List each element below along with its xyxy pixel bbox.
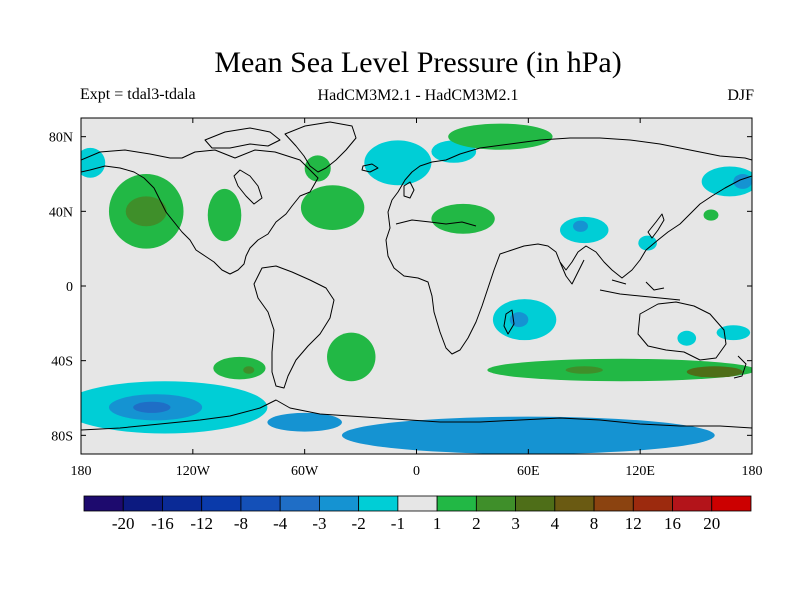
colorbar-label-10: 3 <box>511 514 520 533</box>
coastline-north-america <box>81 149 319 275</box>
colorbar-swatch-2 <box>162 495 203 512</box>
colorbar-label-5: -3 <box>312 514 326 533</box>
colorbar-swatch-12 <box>554 495 595 512</box>
colorbar-label-9: 2 <box>472 514 481 533</box>
x-tick-label-3: 0 <box>413 464 420 479</box>
y-tick-label-2: 0 <box>66 280 73 295</box>
x-tick-label-6: 180 <box>742 464 763 479</box>
coastline-japan <box>647 213 665 239</box>
colorbar-label-0: -20 <box>112 514 135 533</box>
coastline-eurasia-africa <box>385 137 752 355</box>
colorbar-label-12: 8 <box>590 514 599 533</box>
colorbar-swatch-14 <box>632 495 673 512</box>
colorbar-swatch-4 <box>240 495 281 512</box>
anomaly-region-8 <box>448 123 553 150</box>
x-tick-label-5: 120E <box>625 464 655 479</box>
colorbar-label-15: 20 <box>703 514 720 533</box>
anomaly-region-21 <box>487 358 752 382</box>
colorbar-swatch-16 <box>711 495 752 512</box>
colorbar-swatch-10 <box>475 495 516 512</box>
coastline-hudson-bay <box>233 169 263 205</box>
colorbar-swatch-13 <box>593 495 634 512</box>
anomaly-regions <box>81 123 752 454</box>
y-tick-label-4: 80S <box>51 429 73 444</box>
colorbar-swatch-11 <box>515 495 556 512</box>
colorbar-swatch-7 <box>358 495 399 512</box>
coastline-british-isles <box>403 181 415 199</box>
coastline-new-zealand <box>733 355 747 379</box>
coastline-iceland <box>361 163 379 173</box>
anomaly-region-29 <box>342 416 715 454</box>
anomaly-region-19 <box>213 356 266 380</box>
colorbar-label-6: -2 <box>352 514 366 533</box>
y-tick-label-0: 80N <box>49 131 73 146</box>
y-tick-label-3: 40S <box>51 355 73 370</box>
anomaly-region-20 <box>243 366 255 374</box>
colorbar-swatch-5 <box>279 495 320 512</box>
chart-title: Mean Sea Level Pressure (in hPa) <box>214 46 622 79</box>
anomaly-region-18 <box>327 332 376 382</box>
colorbar-label-7: -1 <box>391 514 405 533</box>
colorbar-swatch-8 <box>397 495 438 512</box>
coastline-australia <box>637 301 727 361</box>
anomaly-region-23 <box>686 366 743 378</box>
colorbar: -20 -16 -12 -8 -4 -3 -2 -1 1 2 3 4 8 12 16 20 <box>83 495 752 533</box>
anomaly-region-9 <box>431 203 495 234</box>
anomaly-region-15 <box>733 174 752 189</box>
colorbar-label-13: 12 <box>625 514 642 533</box>
colorbar-label-11: 4 <box>551 514 560 533</box>
season-label: DJF <box>727 87 754 104</box>
anomaly-region-12 <box>638 235 657 251</box>
axes: 180 120W 60W 0 60E 120E 180 80N 40N 0 40S 80S <box>49 118 763 479</box>
colorbar-swatch-6 <box>319 495 360 512</box>
anomaly-region-14 <box>701 166 752 197</box>
coastline-indonesia <box>599 279 681 301</box>
x-tick-label-1: 120W <box>176 464 211 479</box>
colorbar-label-3: -8 <box>234 514 248 533</box>
anomaly-region-4 <box>300 185 365 231</box>
experiment-label: Expt = tdal3-tdala <box>80 86 196 103</box>
colorbar-swatch-3 <box>201 495 242 512</box>
colorbar-swatch-15 <box>672 495 713 512</box>
model-label: HadCM3M2.1 - HadCM3M2.1 <box>317 87 519 104</box>
coastline-mediterranean <box>395 219 477 227</box>
colorbar-label-14: 16 <box>664 514 681 533</box>
anomaly-region-30 <box>267 412 342 432</box>
x-tick-label-0: 180 <box>71 464 92 479</box>
x-tick-label-4: 60E <box>517 464 540 479</box>
colorbar-swatch-1 <box>122 495 163 512</box>
coastlines <box>81 121 752 431</box>
anomaly-region-5 <box>304 155 331 182</box>
colorbar-label-1: -16 <box>151 514 174 533</box>
colorbar-label-8: 1 <box>433 514 442 533</box>
coastline-india <box>559 259 585 285</box>
coastline-south-america <box>253 265 335 389</box>
colorbar-label-2: -12 <box>190 514 213 533</box>
x-tick-label-2: 60W <box>291 464 319 479</box>
coastline-arctic-islands <box>204 127 281 149</box>
anomaly-region-22 <box>565 366 603 374</box>
anomaly-region-24 <box>677 330 697 346</box>
colorbar-label-4: -4 <box>273 514 288 533</box>
coastline-antarctica <box>81 399 752 431</box>
y-tick-label-1: 40N <box>49 205 73 220</box>
anomaly-region-3 <box>207 188 242 242</box>
colorbar-swatch-0 <box>83 495 124 512</box>
coastline-greenland <box>284 121 357 173</box>
anomaly-region-11 <box>573 220 588 232</box>
anomaly-region-13 <box>703 209 719 221</box>
anomaly-region-2 <box>125 196 167 227</box>
anomaly-region-28 <box>133 401 171 413</box>
coastline-madagascar <box>503 309 515 335</box>
anomaly-region-6 <box>364 140 432 186</box>
colorbar-swatch-9 <box>436 495 477 512</box>
